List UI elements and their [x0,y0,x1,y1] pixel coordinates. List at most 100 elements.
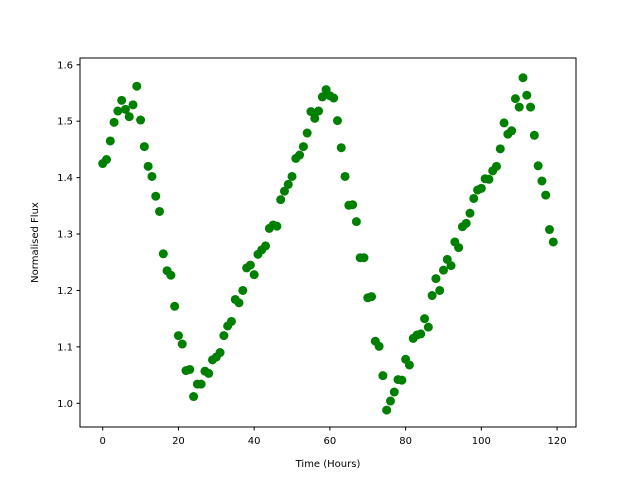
data-point [431,274,441,284]
data-point [404,360,414,370]
data-point [215,348,225,358]
data-point [446,261,456,271]
data-point [317,92,327,102]
data-point [283,179,293,189]
data-point [340,171,350,181]
data-point [306,107,316,117]
y-axis-label: Normalised Flux [30,202,41,283]
data-point [382,405,392,415]
data-point [310,113,320,123]
data-point [276,195,286,205]
data-point [102,155,111,165]
data-point [533,161,543,171]
data-point [526,102,536,112]
data-point [261,241,271,251]
data-point [295,150,305,160]
data-point [427,291,437,301]
x-tick-label: 40 [248,436,261,447]
data-point [545,225,554,235]
data-point [166,270,176,280]
y-tick-label: 1.1 [57,342,73,353]
data-point [128,100,138,110]
data-points [98,73,558,415]
data-point [139,142,149,152]
plot-area [80,58,576,427]
data-point [109,117,119,127]
x-axis-ticks: 0 20 40 60 80 100 120 [100,427,567,447]
data-point [279,186,289,196]
data-point [510,94,520,104]
data-point [204,368,214,378]
x-axis-label: Time (Hours) [295,459,361,470]
data-point [155,206,165,216]
y-tick-label: 1.0 [57,399,73,410]
data-point [359,253,369,263]
data-point [185,364,195,374]
data-point [514,102,524,112]
x-tick-label: 100 [472,436,491,447]
data-point [189,392,199,402]
y-axis-ticks: 1.0 1.1 1.2 1.3 1.4 1.5 1.6 [57,60,80,410]
data-point [124,112,134,122]
data-point [105,136,115,146]
data-point [548,237,558,247]
data-point [314,106,324,116]
data-point [522,90,532,100]
y-tick-label: 1.2 [57,286,73,297]
data-point [476,183,486,193]
data-point [117,95,127,105]
data-point [420,314,430,324]
data-point [113,106,123,116]
data-point [469,193,479,203]
data-point [491,161,501,171]
data-point [499,118,509,128]
data-point [507,126,517,136]
x-tick-label: 80 [399,436,412,447]
y-tick-label: 1.4 [57,173,73,184]
data-point [374,341,384,351]
data-point [484,174,494,184]
data-point [465,208,475,218]
y-tick-label: 1.6 [57,60,73,71]
data-point [336,143,346,153]
data-point [170,301,180,311]
data-point [196,379,206,389]
data-point [298,142,308,152]
data-point [378,371,388,381]
x-tick-label: 20 [172,436,185,447]
y-tick-label: 1.3 [57,230,73,241]
data-point [158,249,168,259]
data-point [219,331,229,341]
data-point [302,128,312,138]
data-point [389,387,399,397]
data-point [529,130,539,140]
data-point [423,322,433,332]
data-point [397,375,407,385]
data-point [234,298,244,308]
data-point [351,217,361,227]
data-point [136,115,146,125]
data-point [329,93,339,103]
data-point [287,171,297,181]
data-point [416,329,426,339]
data-point [518,73,528,83]
data-point [177,339,187,349]
data-point [332,116,342,126]
data-point [385,396,395,406]
data-point [537,176,547,186]
data-point [120,104,130,114]
data-point [438,265,448,275]
data-point [151,191,161,201]
y-tick-label: 1.5 [57,117,73,128]
x-tick-label: 0 [100,436,106,447]
x-tick-label: 60 [324,436,337,447]
data-point [495,144,505,154]
data-point [272,221,282,231]
data-point [226,316,236,326]
data-point [435,285,445,295]
data-point [132,81,142,91]
data-point [367,292,377,302]
data-point [348,200,358,210]
data-point [541,190,551,200]
